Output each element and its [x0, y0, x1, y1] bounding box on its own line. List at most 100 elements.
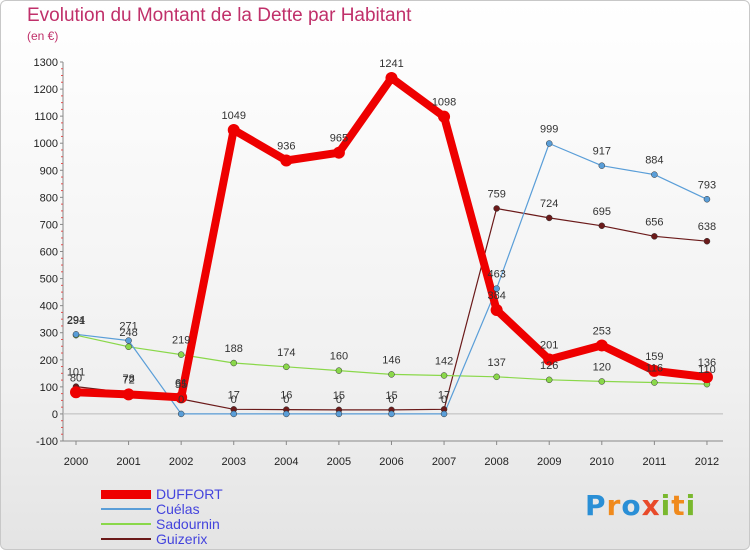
data-label: 0 — [388, 394, 394, 406]
legend-swatch — [101, 538, 151, 540]
data-point — [177, 410, 185, 418]
data-label: 0 — [336, 394, 342, 406]
y-tick-label: 1200 — [34, 84, 58, 96]
data-point — [598, 378, 606, 385]
data-point — [438, 110, 451, 123]
data-point — [280, 154, 293, 167]
data-point — [125, 337, 132, 344]
data-label: 120 — [593, 361, 611, 373]
data-label: 384 — [487, 290, 505, 302]
data-point — [700, 371, 713, 384]
legend-label: Cuélas — [156, 501, 200, 517]
logo-letter: o — [621, 489, 642, 522]
data-label: 936 — [277, 141, 295, 153]
data-point — [703, 237, 711, 245]
data-point — [125, 343, 132, 351]
data-label: 999 — [540, 123, 558, 135]
data-label: 142 — [435, 355, 453, 367]
x-tick-label: 2010 — [590, 456, 614, 468]
logo-letter: t — [671, 489, 686, 522]
data-point — [335, 410, 343, 418]
y-tick-label: 600 — [40, 247, 58, 259]
series-line-guizerix — [75, 207, 708, 411]
y-tick-label: 400 — [40, 301, 58, 313]
data-point — [493, 285, 500, 292]
y-tick-label: 1000 — [34, 138, 58, 150]
data-label: 219 — [172, 335, 190, 347]
data-label: 15 — [333, 390, 345, 402]
data-point — [703, 196, 711, 203]
data-point — [651, 171, 658, 178]
y-tick-label: 500 — [40, 274, 58, 286]
proxiti-logo: Proxiti — [585, 489, 696, 522]
data-label: 0 — [441, 394, 447, 406]
data-label: 463 — [487, 269, 505, 281]
x-tick-label: 2008 — [484, 456, 508, 468]
data-point — [598, 162, 606, 169]
data-label: 146 — [382, 354, 400, 366]
legend-swatch — [101, 489, 151, 499]
axes: -100010020030040050060070080090010001100… — [34, 57, 723, 468]
data-label: 17 — [228, 389, 240, 401]
data-label: 638 — [698, 221, 716, 233]
data-label: 201 — [540, 340, 558, 352]
data-point — [283, 410, 290, 418]
data-label: 0 — [231, 394, 237, 406]
data-label: 188 — [225, 343, 243, 355]
logo-letter: r — [606, 489, 622, 522]
data-point — [595, 339, 608, 352]
x-tick-label: 2006 — [379, 456, 403, 468]
data-label: 136 — [698, 357, 716, 369]
data-point — [122, 388, 135, 401]
data-label: 253 — [593, 325, 611, 337]
data-point — [545, 214, 553, 222]
data-point — [440, 410, 448, 418]
data-label: 724 — [540, 198, 558, 210]
chart-title: Evolution du Montant de la Dette par Hab… — [27, 5, 412, 26]
data-label: 174 — [277, 347, 295, 359]
x-tick-label: 2000 — [64, 456, 88, 468]
y-tick-label: 100 — [40, 382, 58, 394]
data-label: 61 — [175, 377, 187, 389]
data-label: 16 — [280, 390, 292, 402]
data-label: 55 — [175, 379, 187, 391]
x-tick-label: 2003 — [221, 456, 245, 468]
data-point — [598, 222, 606, 230]
legend-swatch — [101, 523, 151, 525]
data-point — [335, 367, 343, 374]
data-label: 110 — [698, 364, 716, 376]
y-tick-label: 300 — [40, 328, 58, 340]
logo-letter: i — [660, 489, 672, 522]
legend-label: Sadournin — [156, 516, 220, 532]
series-points — [70, 71, 713, 418]
chart-subtitle: (en €) — [27, 29, 59, 43]
data-point — [440, 372, 448, 379]
data-label: 80 — [70, 372, 82, 384]
y-tick-label: 900 — [40, 165, 58, 177]
logo-letter: x — [641, 489, 661, 522]
data-label: 1098 — [432, 97, 456, 109]
data-label: 294 — [67, 314, 85, 326]
data-point — [72, 331, 80, 338]
data-point — [177, 351, 185, 358]
x-tick-label: 2007 — [432, 456, 456, 468]
x-tick-label: 2005 — [327, 456, 351, 468]
y-tick-label: 1100 — [34, 111, 58, 123]
data-point — [283, 363, 290, 371]
logo-letter: i — [685, 489, 697, 522]
data-label: 759 — [487, 188, 505, 200]
data-label: 0 — [283, 394, 289, 406]
data-label: 656 — [645, 216, 663, 228]
data-label: 884 — [645, 155, 663, 167]
data-point — [230, 359, 237, 367]
data-point — [543, 353, 556, 366]
data-point — [70, 386, 82, 399]
data-label: 291 — [67, 315, 85, 327]
data-label: 159 — [645, 351, 663, 363]
data-label: 695 — [593, 206, 611, 218]
data-point — [651, 379, 658, 386]
y-tick-label: 1300 — [34, 57, 58, 69]
data-label: 1049 — [221, 110, 245, 122]
y-tick-label: 200 — [40, 355, 58, 367]
